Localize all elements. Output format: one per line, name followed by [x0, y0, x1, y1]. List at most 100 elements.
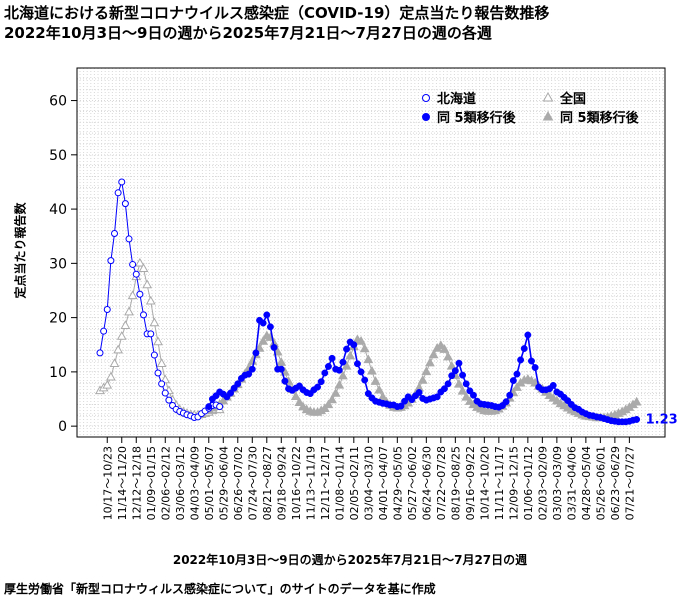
data-point [506, 391, 514, 399]
data-point [124, 306, 134, 316]
data-point [446, 360, 457, 370]
x-tick-label: 06/24～06/30 [420, 446, 433, 520]
x-tick-label: 11/13～11/19 [304, 446, 317, 520]
data-point [470, 391, 477, 399]
data-point [367, 365, 377, 375]
x-tick-label: 01/09～01/15 [145, 446, 158, 520]
data-point [350, 341, 358, 349]
x-axis-label: 2022年10月3日～9日の週から2025年7月21日～7月27日の週 [172, 553, 528, 567]
x-tick-label: 09/16～09/22 [464, 446, 477, 520]
x-tick-label: 06/23～06/29 [609, 446, 622, 520]
legend-label: 北海道 [437, 91, 476, 107]
data-point [439, 344, 450, 353]
data-point [120, 320, 131, 329]
data-point [357, 368, 365, 376]
data-point [421, 366, 432, 376]
data-point [125, 235, 133, 243]
data-point [457, 385, 468, 395]
data-point [363, 354, 374, 364]
data-point [129, 260, 137, 268]
data-point [335, 366, 343, 374]
data-point [205, 403, 213, 411]
x-tick-label: 10/16～10/22 [290, 446, 303, 520]
data-point [252, 349, 260, 357]
data-point [338, 370, 348, 380]
data-point [102, 379, 113, 389]
data-point [96, 349, 104, 357]
x-tick-label: 11/11～11/17 [493, 446, 506, 520]
data-point [517, 356, 525, 364]
data-point [142, 279, 153, 289]
data-point [448, 372, 456, 380]
data-point [455, 359, 463, 367]
source-note: 厚生労働省「新型コロナウィルス感染症について」のサイトのデータを基に作成 [4, 582, 436, 596]
data-point [103, 305, 111, 313]
data-point [631, 396, 642, 406]
x-tick-label: 04/29～05/05 [391, 446, 404, 520]
data-point [361, 376, 369, 384]
data-point [245, 370, 253, 378]
data-point [216, 403, 224, 411]
data-point [339, 358, 347, 366]
data-point [259, 319, 267, 327]
data-point [444, 380, 452, 388]
x-tick-label: 04/28～05/04 [580, 446, 593, 520]
x-tick-label: 01/06～01/12 [522, 446, 535, 520]
data-point [153, 336, 163, 346]
data-point [314, 383, 322, 391]
x-tick-label: 10/17～10/23 [101, 446, 114, 520]
data-point [254, 343, 265, 352]
data-point [150, 351, 158, 359]
x-tick-label: 01/08～01/14 [333, 446, 346, 520]
data-point [451, 367, 459, 375]
x-tick-label: 02/03～02/09 [536, 446, 549, 520]
data-point [443, 351, 453, 361]
data-point [158, 380, 166, 388]
data-point [281, 377, 289, 385]
data-point [512, 382, 522, 391]
data-point [425, 357, 435, 367]
data-point [549, 381, 557, 389]
x-tick-label: 11/14～11/20 [116, 446, 129, 520]
data-point [327, 394, 337, 404]
data-point [324, 363, 332, 370]
data-point [100, 327, 108, 335]
data-point [317, 378, 325, 386]
data-point [321, 369, 329, 377]
legend-marker [542, 91, 554, 102]
x-tick-label: 03/03～03/09 [551, 446, 564, 520]
x-tick-label: 05/26～06/01 [594, 446, 607, 520]
data-point [513, 370, 521, 378]
data-point [435, 340, 446, 350]
y-tick-label: 50 [49, 148, 67, 164]
x-tick-label: 10/14～10/20 [478, 446, 491, 520]
legend-label: 同 5類移行後 [437, 110, 517, 126]
data-point [334, 379, 345, 389]
data-point [353, 360, 361, 368]
x-tick-label: 07/22～07/28 [435, 446, 448, 520]
data-point [509, 377, 517, 385]
data-point [266, 323, 274, 331]
x-tick-label: 02/05～02/11 [348, 446, 361, 520]
data-point [323, 399, 334, 409]
data-point [118, 178, 126, 186]
data-point [415, 389, 423, 396]
y-tick-label: 10 [49, 365, 67, 381]
data-point [107, 257, 115, 265]
data-point [121, 200, 129, 208]
data-point [248, 365, 256, 373]
data-point [356, 335, 366, 345]
data-point [132, 270, 140, 278]
legend-marker [422, 94, 430, 102]
data-point [109, 358, 120, 367]
plot-frame [76, 67, 666, 438]
y-tick-label: 20 [49, 311, 67, 327]
data-point [330, 388, 341, 397]
x-tick-label: 06/26～07/02 [232, 446, 245, 520]
data-point [127, 290, 138, 300]
data-point [154, 369, 162, 377]
x-tick-label: 08/21～08/27 [261, 446, 274, 520]
x-tick-label: 05/27～06/02 [406, 446, 419, 520]
data-point [258, 335, 269, 345]
data-point [114, 189, 122, 197]
